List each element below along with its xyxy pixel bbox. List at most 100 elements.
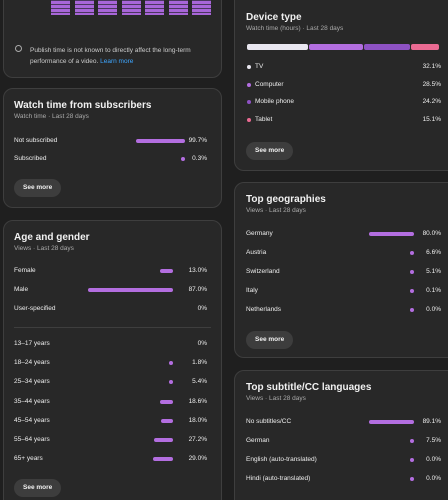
card-subtitle: Watch time · Last 28 days	[14, 113, 89, 120]
bar	[160, 399, 173, 404]
bar	[136, 139, 185, 143]
row-value: 18.0%	[188, 416, 207, 424]
card-subtitle: Views · Last 28 days	[246, 395, 306, 402]
row-value: 29.0%	[188, 455, 207, 463]
see-more-button[interactable]: See more	[14, 479, 62, 497]
row-label: Hindi (auto-translated)	[246, 475, 311, 482]
bar	[410, 439, 414, 443]
row-label: Not subscribed	[14, 137, 58, 144]
bar	[169, 380, 173, 385]
row-label: 45–54 years	[14, 416, 50, 424]
row-label: Male	[14, 286, 29, 293]
row-label: Switzerland	[246, 268, 280, 275]
row-value: 24.2%	[422, 98, 441, 105]
row-label: TV	[255, 63, 264, 70]
bar	[410, 308, 414, 312]
see-more-button[interactable]: See more	[14, 179, 62, 197]
card-subtitle: Watch time (hours) · Last 28 days	[246, 25, 344, 32]
row-value: 5.1%	[426, 268, 441, 275]
bar	[369, 420, 414, 424]
row-label: 55–64 years	[14, 436, 50, 443]
info-icon	[15, 45, 22, 52]
card: 6:00 PM Publish time is not known to dire…	[3, 0, 222, 78]
row-label: No subtitles/CC	[246, 418, 292, 425]
bar	[369, 232, 414, 236]
stacked-segment	[309, 44, 364, 50]
card-title: Watch time from subscribers	[14, 100, 152, 111]
row-label: Germany	[246, 230, 273, 237]
row-value: 0.3%	[192, 155, 207, 162]
row-label: 25–34 years	[14, 378, 50, 386]
row-value: 0.0%	[426, 475, 441, 482]
bar	[410, 477, 414, 481]
row-value: 13.0%	[188, 267, 207, 274]
row-value: 5.4%	[192, 378, 207, 386]
row-label: Italy	[246, 287, 258, 294]
card-subtitle: Views · Last 28 days	[246, 207, 306, 214]
learn-more-link[interactable]: Learn more	[100, 58, 134, 65]
bar	[410, 458, 414, 462]
row-value: 0.1%	[426, 287, 441, 294]
row-value: 0%	[197, 340, 207, 347]
see-more-button[interactable]: See more	[246, 331, 294, 349]
card: Top geographies Views · Last 28 days Germa…	[234, 182, 448, 358]
row-value: 28.5%	[422, 80, 441, 88]
row-label: 35–44 years	[14, 397, 50, 405]
card-title: Device type	[246, 12, 302, 23]
row-label: Austria	[246, 249, 267, 256]
row-value: 6.6%	[426, 249, 441, 256]
legend-dot	[247, 100, 251, 104]
row-label: Female	[14, 267, 36, 274]
row-label: Netherlands	[246, 306, 282, 313]
heatmap-column	[145, 0, 164, 15]
row-value: 87.0%	[188, 286, 207, 293]
bar	[160, 269, 173, 273]
row-value: 0.0%	[426, 306, 441, 313]
bar	[169, 361, 173, 366]
row-label: Subscribed	[14, 155, 47, 162]
row-label: German	[246, 437, 270, 444]
divider	[14, 327, 211, 328]
bar	[181, 157, 185, 161]
row-value: 32.1%	[422, 63, 441, 70]
row-value: 1.8%	[192, 359, 207, 367]
row-value: 0%	[197, 305, 207, 312]
legend-dot	[247, 82, 251, 87]
row-label: Computer	[255, 80, 284, 88]
heatmap-column	[192, 0, 211, 15]
legend-dot	[247, 117, 251, 122]
row-value: 15.1%	[422, 115, 441, 123]
bar	[410, 289, 414, 293]
heatmap-column	[98, 0, 117, 15]
row-value: 18.6%	[188, 397, 207, 405]
row-value: 80.0%	[422, 230, 441, 237]
card-subtitle: Views · Last 28 days	[14, 245, 74, 252]
heatmap-column	[121, 0, 141, 15]
row-label: Mobile phone	[255, 98, 295, 105]
bar	[160, 418, 173, 423]
row-label: English (auto-translated)	[246, 456, 317, 463]
card-title: Top geographies	[246, 194, 326, 205]
row-value: 7.5%	[426, 437, 441, 444]
bar	[154, 438, 173, 442]
bar	[410, 251, 414, 255]
row-label: 13–17 years	[14, 340, 50, 347]
heatmap-column	[51, 0, 70, 15]
stacked-segment	[247, 44, 308, 50]
row-label: 65+ years	[14, 455, 43, 463]
see-more-button[interactable]: See more	[246, 142, 294, 160]
card-title: Top subtitle/CC languages	[246, 382, 372, 393]
row-label: User-specified	[14, 305, 56, 312]
card-title: Age and gender	[14, 232, 90, 243]
heatmap-column	[168, 0, 188, 15]
card: Age and gender Views · Last 28 days Female…	[3, 220, 222, 500]
row-value: 0.0%	[426, 456, 441, 463]
stacked-segment	[410, 44, 439, 50]
row-value: 99.7%	[188, 137, 207, 144]
row-label: 18–24 years	[14, 359, 50, 367]
bar	[153, 457, 173, 462]
stacked-segment	[364, 44, 410, 50]
card: Top subtitle/CC languages Views · Last 28…	[234, 370, 448, 500]
row-value: 89.1%	[422, 418, 441, 425]
